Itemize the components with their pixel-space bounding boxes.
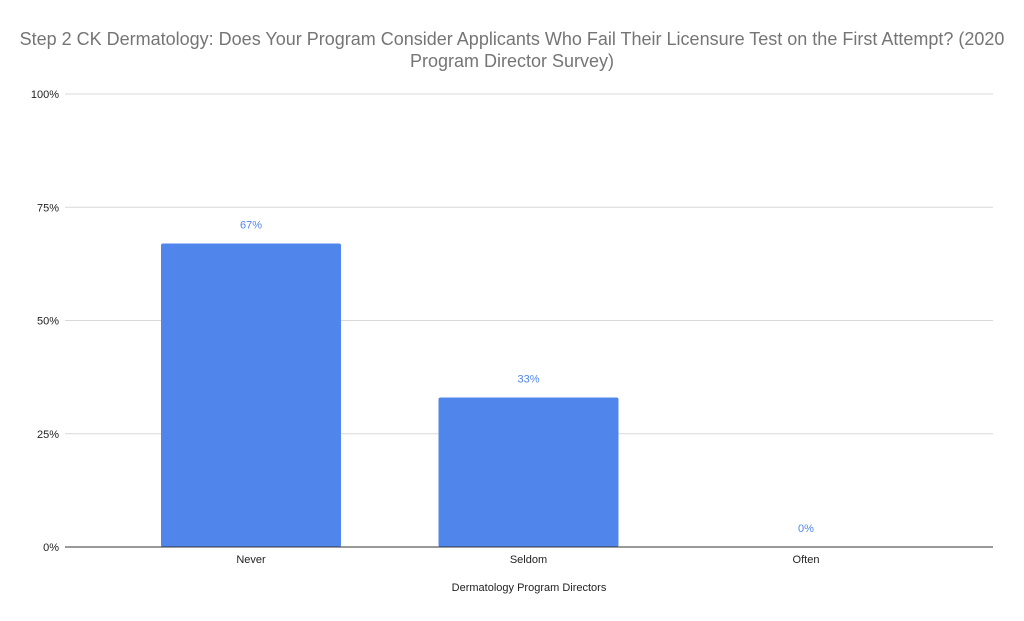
data-label: 33% (517, 374, 539, 386)
x-tick-label: Often (793, 554, 820, 566)
y-tick-label: 25% (37, 429, 59, 441)
data-label: 67% (240, 219, 262, 231)
y-tick-label: 0% (43, 542, 59, 554)
x-axis-label: Dermatology Program Directors (452, 582, 607, 594)
x-tick-label: Seldom (510, 554, 547, 566)
bar-never (161, 243, 341, 548)
chart-title: Step 2 CK Dermatology: Does Your Program… (19, 29, 1005, 71)
data-label: 0% (798, 523, 814, 535)
bar-seldom (438, 397, 619, 547)
x-tick-label: Never (236, 554, 266, 566)
y-tick-label: 100% (31, 89, 59, 101)
y-tick-label: 75% (37, 202, 59, 214)
y-tick-label: 50% (37, 316, 59, 328)
